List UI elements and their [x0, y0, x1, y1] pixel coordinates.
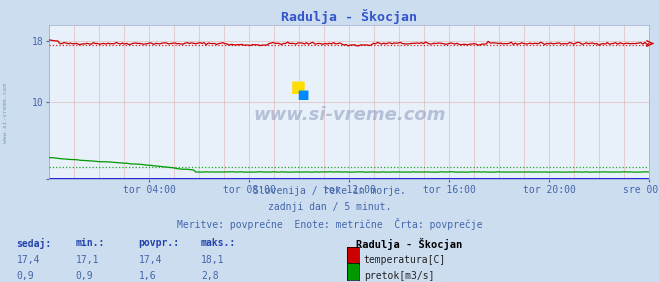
Text: www.si-vreme.com: www.si-vreme.com	[253, 105, 445, 124]
Text: ▪: ▪	[290, 75, 307, 99]
Text: 17,4: 17,4	[138, 255, 162, 265]
Text: 1,6: 1,6	[138, 271, 156, 281]
Text: www.si-vreme.com: www.si-vreme.com	[3, 83, 8, 143]
Text: povpr.:: povpr.:	[138, 238, 179, 248]
Text: 2,8: 2,8	[201, 271, 219, 281]
Text: pretok[m3/s]: pretok[m3/s]	[364, 271, 434, 281]
Text: 0,9: 0,9	[76, 271, 94, 281]
Text: Meritve: povprečne  Enote: metrične  Črta: povprečje: Meritve: povprečne Enote: metrične Črta:…	[177, 218, 482, 230]
Text: 0,9: 0,9	[16, 271, 34, 281]
Text: temperatura[C]: temperatura[C]	[364, 255, 446, 265]
Text: 17,1: 17,1	[76, 255, 100, 265]
Text: ▪: ▪	[296, 85, 309, 104]
Text: 18,1: 18,1	[201, 255, 225, 265]
Text: 17,4: 17,4	[16, 255, 40, 265]
Text: Slovenija / reke in morje.: Slovenija / reke in morje.	[253, 186, 406, 195]
Text: min.:: min.:	[76, 238, 105, 248]
Text: zadnji dan / 5 minut.: zadnji dan / 5 minut.	[268, 202, 391, 212]
Text: maks.:: maks.:	[201, 238, 236, 248]
Text: Radulja - Škocjan: Radulja - Škocjan	[356, 238, 462, 250]
Title: Radulja - Škocjan: Radulja - Škocjan	[281, 9, 417, 24]
Text: sedaj:: sedaj:	[16, 238, 51, 249]
